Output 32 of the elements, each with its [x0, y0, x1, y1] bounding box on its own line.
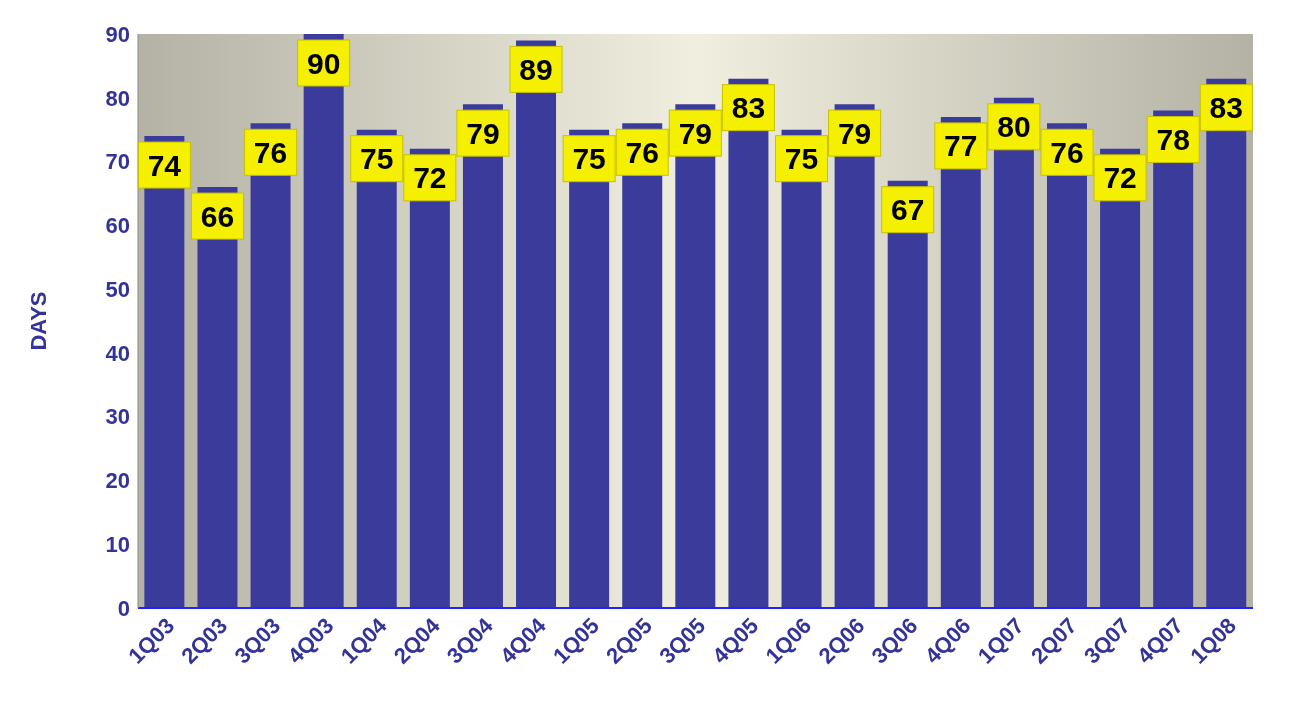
- y-tick-label: 0: [117, 595, 130, 621]
- data-label: 72: [1103, 161, 1137, 195]
- y-tick-label: 20: [105, 468, 130, 494]
- y-tick-label: 60: [105, 213, 130, 239]
- y-tick-label: 80: [105, 85, 130, 111]
- data-label: 89: [519, 52, 553, 86]
- data-label: 72: [413, 161, 447, 195]
- data-label: 79: [837, 116, 872, 150]
- y-tick-label: 30: [105, 404, 130, 430]
- data-label: 75: [784, 142, 819, 176]
- y-tick-label: 40: [105, 340, 130, 366]
- data-label: 74: [147, 148, 182, 182]
- y-tick-label: 10: [105, 532, 130, 558]
- data-label: 75: [360, 142, 394, 176]
- data-label: 76: [253, 135, 288, 169]
- data-label: 79: [466, 116, 500, 150]
- data-label: 79: [678, 116, 713, 150]
- data-label: 80: [997, 110, 1031, 144]
- y-tick-label: 50: [105, 276, 130, 302]
- data-label: 66: [200, 199, 235, 233]
- data-label: 76: [1050, 135, 1084, 169]
- data-label: 67: [891, 193, 925, 227]
- data-label: 78: [1156, 123, 1190, 157]
- data-label: 75: [572, 142, 606, 176]
- data-label: 77: [944, 129, 978, 163]
- data-label: 83: [1209, 91, 1243, 125]
- data-label: 83: [731, 91, 766, 125]
- y-axis-title: DAYS: [25, 291, 51, 351]
- data-label: 76: [625, 135, 659, 169]
- y-tick-label: 70: [105, 149, 130, 175]
- y-tick-label: 90: [105, 21, 130, 47]
- data-label: 90: [306, 46, 341, 80]
